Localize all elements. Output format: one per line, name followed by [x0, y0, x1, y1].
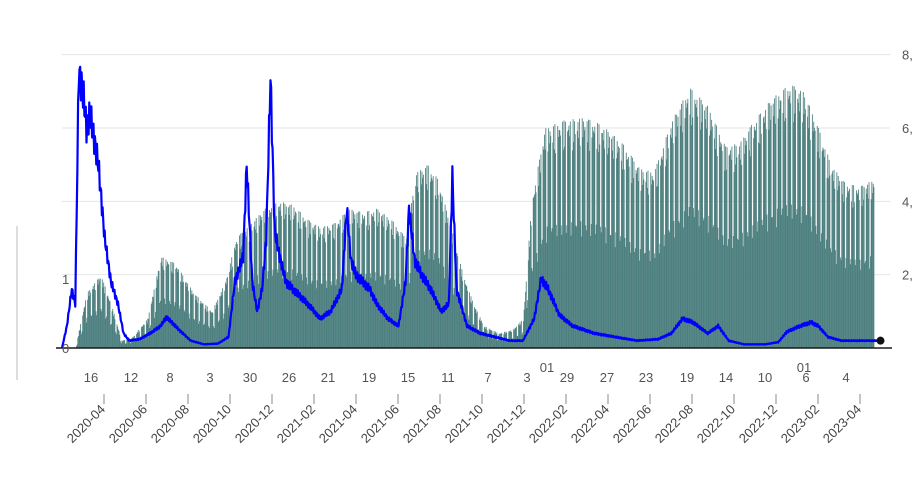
day-tick-label: 27: [600, 370, 614, 385]
month-axis-label: 2020-04: [64, 402, 108, 446]
month-axis-label: 2022-10: [694, 402, 738, 446]
month-axis-label: 2021-06: [358, 402, 402, 446]
month-axis-label: 2020-12: [232, 402, 276, 446]
day-tick-label: 15: [401, 370, 415, 385]
left-axis-tick: 0: [62, 341, 69, 356]
month-axis-label: 2023-02: [778, 402, 822, 446]
line-end-marker: [877, 337, 885, 345]
month-axis-label: 2022-06: [610, 402, 654, 446]
month-axis-label: 2020-10: [190, 402, 234, 446]
month-axis-label: 2022-02: [526, 402, 570, 446]
month-axis-label: 2020-08: [148, 402, 192, 446]
day-tick-label: 3: [523, 370, 530, 385]
right-axis-tick: 2,: [902, 268, 913, 283]
day-tick-label: 19: [362, 370, 376, 385]
day-tick-label: 10: [758, 370, 772, 385]
month-axis-label: 2021-08: [400, 402, 444, 446]
month-axis-label: 2022-04: [568, 402, 612, 446]
month-axis-label: 2023-04: [820, 402, 864, 446]
day-tick-label: 8: [166, 370, 173, 385]
right-axis-tick: 8,: [902, 48, 913, 63]
day-tick-label: 14: [719, 370, 733, 385]
month-axis-label: 2021-12: [484, 402, 528, 446]
month-axis-label: 2021-04: [316, 402, 360, 446]
bar-series: [76, 86, 874, 348]
day-tick-label: 4: [842, 370, 849, 385]
month-axis-label: 2022-08: [652, 402, 696, 446]
day-tick-label: 7: [484, 370, 491, 385]
right-axis-tick: 6,: [902, 121, 913, 136]
right-axis-tick: 4,: [902, 194, 913, 209]
day-tick-label: 30: [243, 370, 257, 385]
day-tick-label: 19: [680, 370, 694, 385]
year-marker-label: 01: [540, 360, 554, 375]
month-axis-label: 2020-06: [106, 402, 150, 446]
year-marker-label: 01: [797, 360, 811, 375]
month-axis-label: 2021-10: [442, 402, 486, 446]
day-tick-label: 29: [560, 370, 574, 385]
left-axis-tick: 1: [62, 272, 69, 287]
day-tick-label: 26: [282, 370, 296, 385]
day-tick-label: 21: [321, 370, 335, 385]
day-tick-label: 11: [441, 370, 455, 385]
day-tick-label: 23: [639, 370, 653, 385]
day-tick-label: 3: [206, 370, 213, 385]
day-tick-label: 16: [84, 370, 98, 385]
month-axis-label: 2021-02: [274, 402, 318, 446]
month-axis-label: 2022-12: [736, 402, 780, 446]
bar: [874, 187, 875, 348]
day-tick-label: 12: [124, 370, 138, 385]
